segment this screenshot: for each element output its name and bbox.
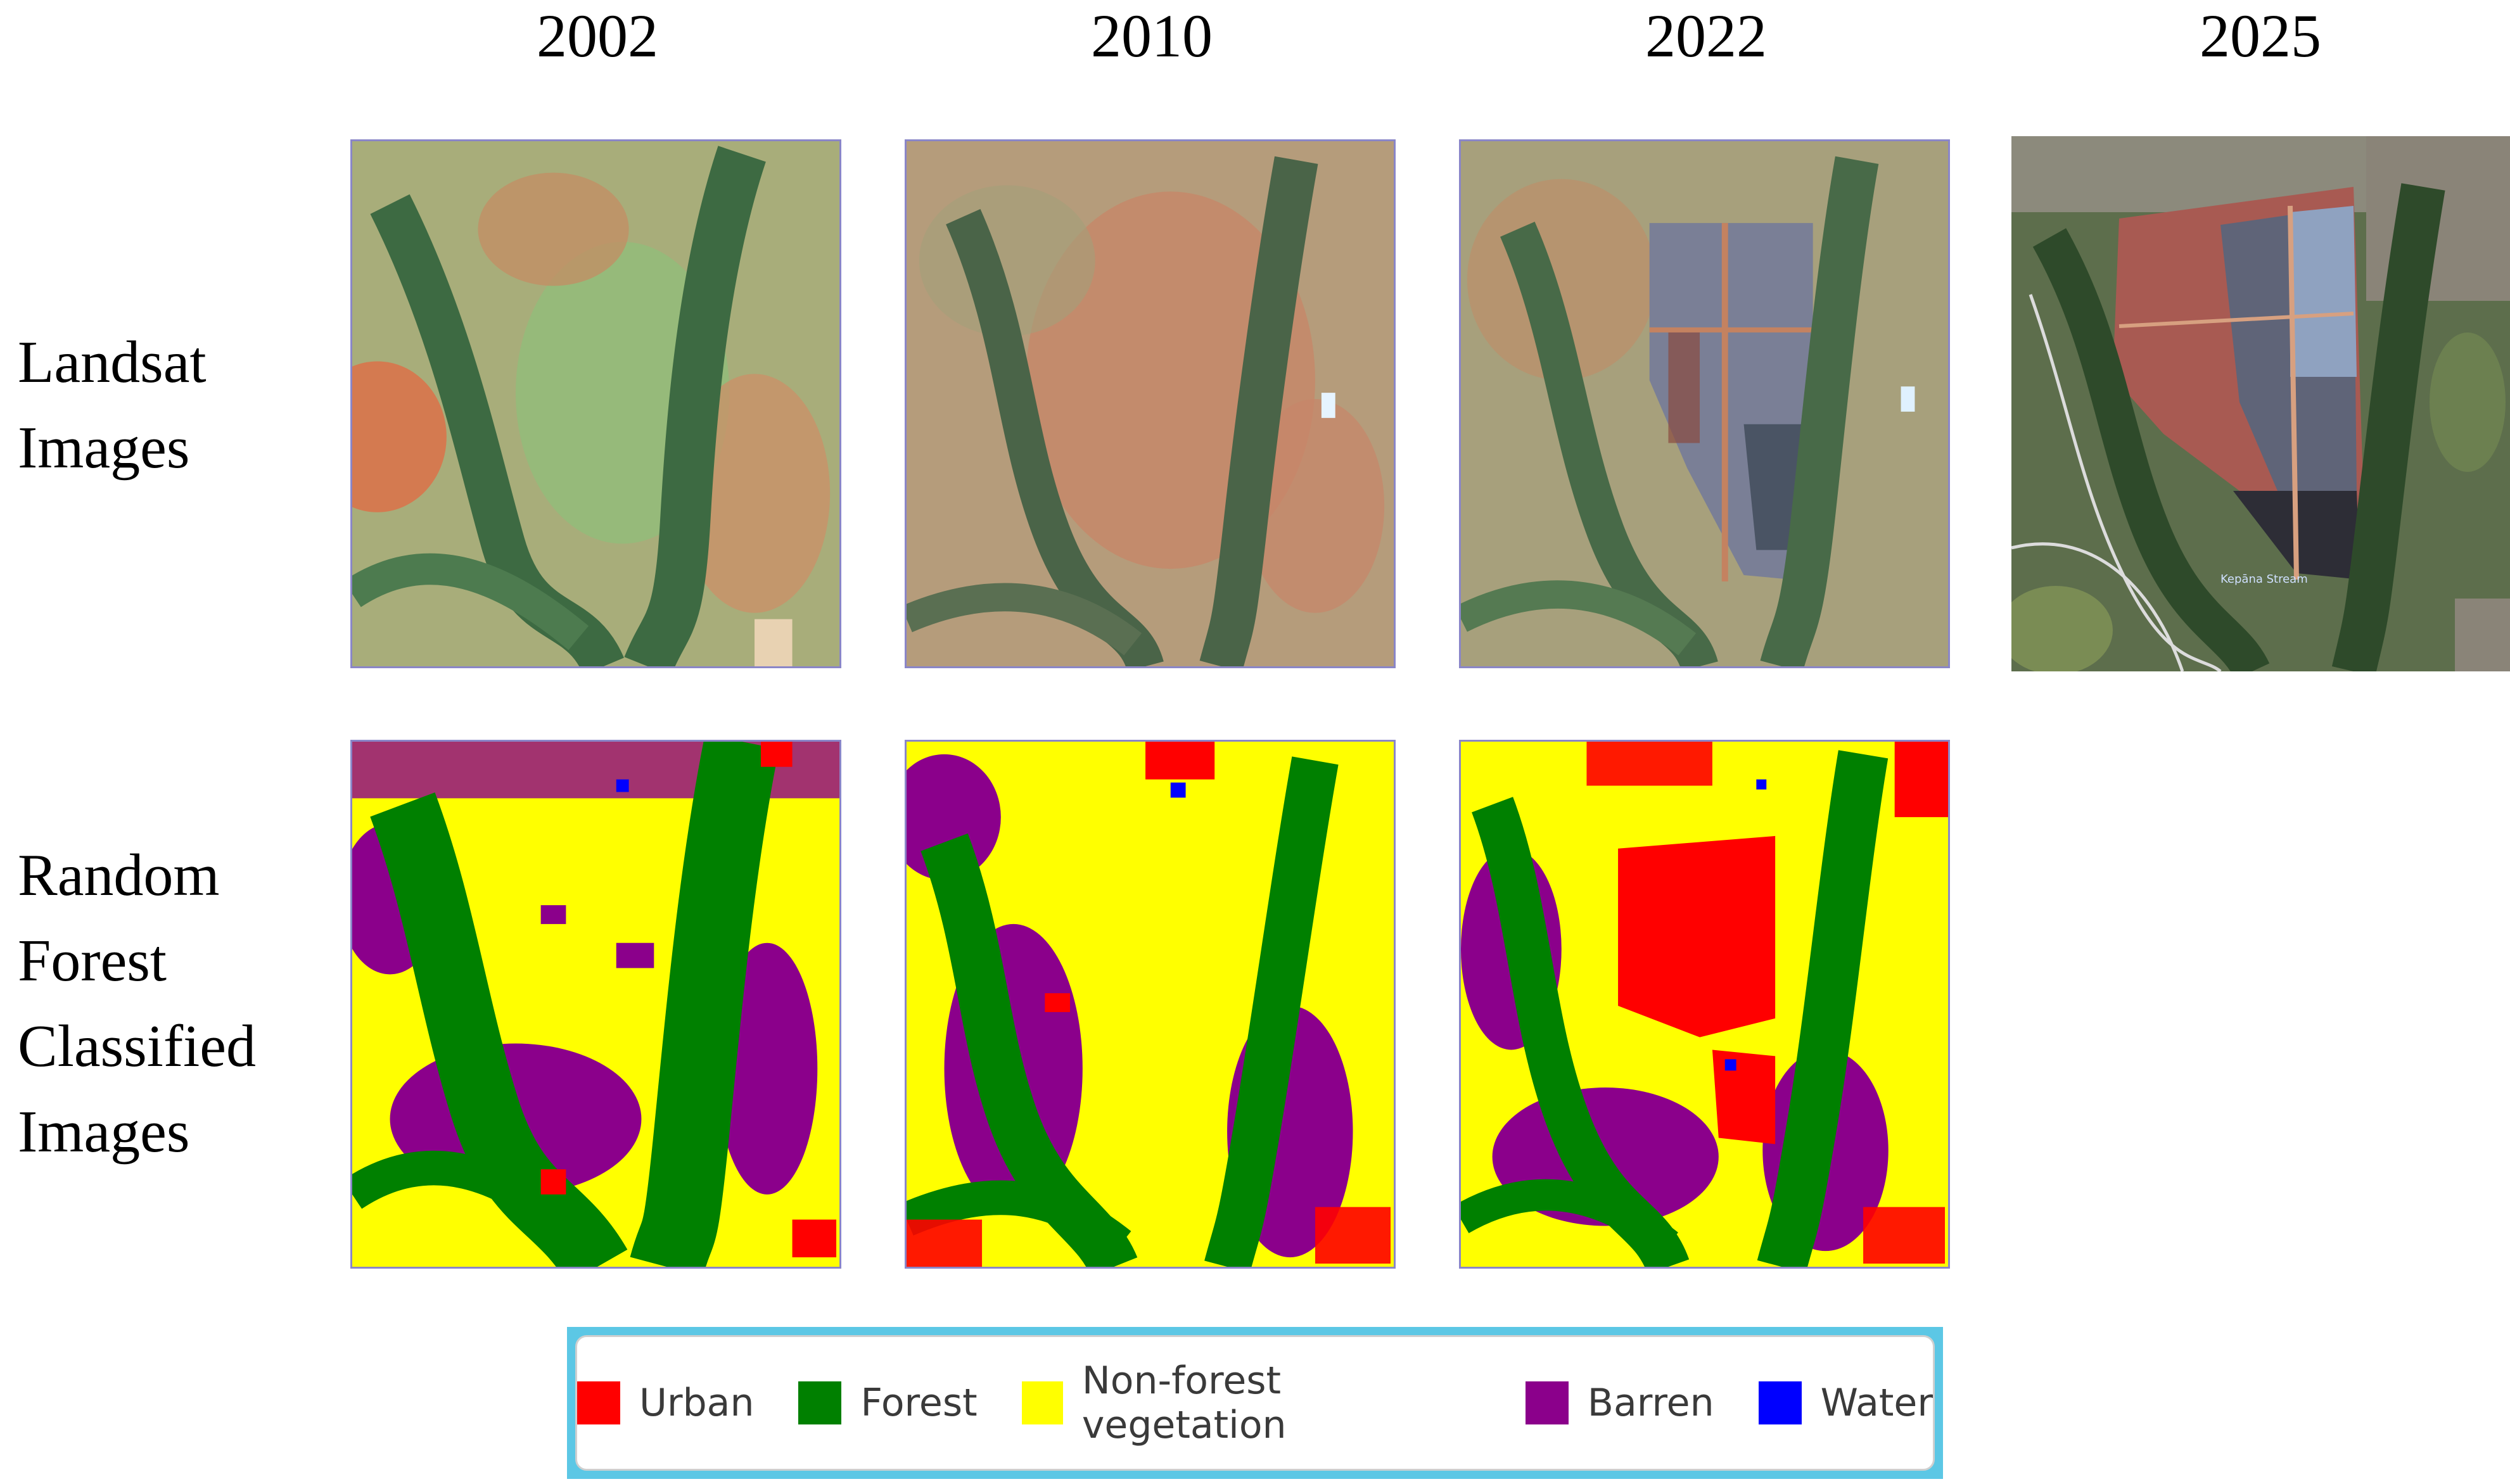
legend-item-forest: Forest: [798, 1381, 978, 1425]
legend: Urban Forest Non-forest vegetation Barre…: [575, 1335, 1935, 1471]
legend-label-barren: Barren: [1587, 1381, 1714, 1425]
row-label-classified-line2: Forest: [18, 928, 167, 994]
row-label-landsat-line2: Images: [18, 415, 190, 481]
legend-label-water: Water: [1820, 1381, 1933, 1425]
landsat-image-2010: [905, 139, 1396, 668]
row-label-classified-line3: Classified: [18, 1013, 256, 1079]
legend-swatch-non-forest-vegetation: [1021, 1381, 1063, 1424]
year-2022-header: 2022: [1645, 2, 1767, 70]
legend-label-non-forest-vegetation: Non-forest vegetation: [1081, 1359, 1287, 1447]
landsat-image-2002: [350, 139, 841, 668]
legend-item-urban: Urban: [577, 1381, 754, 1425]
legend-label-urban: Urban: [639, 1381, 755, 1425]
legend-swatch-water: [1758, 1381, 1802, 1424]
legend-item-non-forest-vegetation: Non-forest vegetation: [1021, 1359, 1481, 1447]
row-label-classified-line4: Images: [18, 1099, 190, 1165]
map-annotation-stream: Kepāna Stream: [2220, 573, 2308, 586]
year-2010-header: 2010: [1091, 2, 1213, 70]
classified-image-2010: [905, 740, 1396, 1269]
year-2025-header: 2025: [2200, 2, 2321, 70]
legend-frame: Urban Forest Non-forest vegetation Barre…: [567, 1327, 1943, 1479]
row-label-landsat-line1: Landsat: [18, 329, 207, 395]
year-2002-header: 2002: [537, 2, 658, 70]
classified-image-2022: [1459, 740, 1950, 1269]
legend-item-barren: Barren: [1525, 1381, 1714, 1425]
legend-swatch-barren: [1525, 1381, 1569, 1424]
row-label-classified-line1: Random: [18, 842, 220, 908]
legend-item-water: Water: [1758, 1381, 1933, 1425]
classified-image-2002: [350, 740, 841, 1269]
legend-swatch-forest: [798, 1381, 842, 1424]
landsat-image-2022: [1459, 139, 1950, 668]
legend-swatch-urban: [577, 1381, 620, 1424]
satellite-image-2025: Kepāna Stream: [2011, 136, 2510, 671]
legend-label-forest: Forest: [860, 1381, 978, 1425]
